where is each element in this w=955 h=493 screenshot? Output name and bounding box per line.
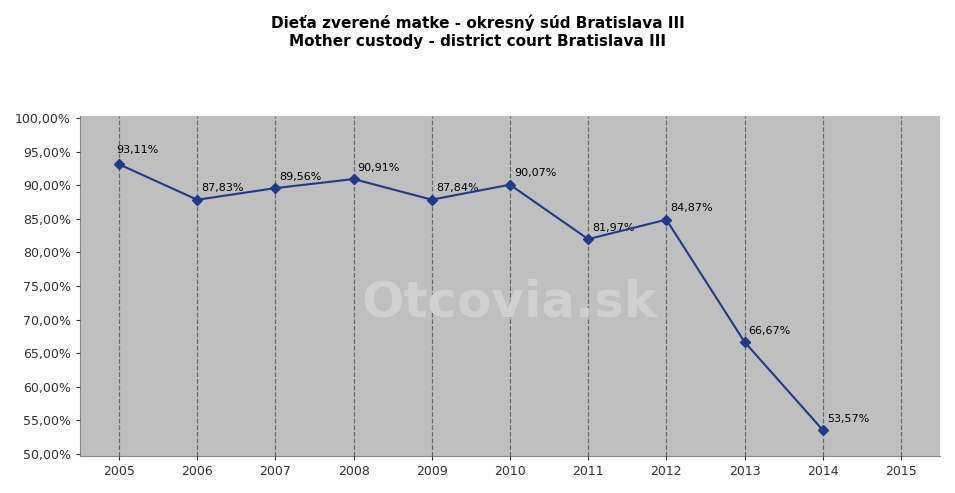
Text: 81,97%: 81,97%	[592, 223, 635, 233]
Text: 66,67%: 66,67%	[749, 325, 791, 336]
Text: 87,83%: 87,83%	[202, 183, 244, 193]
Text: 90,91%: 90,91%	[358, 163, 400, 173]
Text: Otcovia.sk: Otcovia.sk	[362, 279, 658, 327]
Text: 53,57%: 53,57%	[827, 414, 869, 423]
Text: 84,87%: 84,87%	[670, 203, 713, 213]
Text: 89,56%: 89,56%	[280, 172, 322, 182]
Text: 87,84%: 87,84%	[435, 183, 478, 193]
Text: 90,07%: 90,07%	[514, 169, 557, 178]
Text: 93,11%: 93,11%	[117, 145, 159, 155]
Text: Dieťa zverené matke - okresný súd Bratislava III
Mother custody - district court: Dieťa zverené matke - okresný súd Bratis…	[270, 15, 685, 49]
